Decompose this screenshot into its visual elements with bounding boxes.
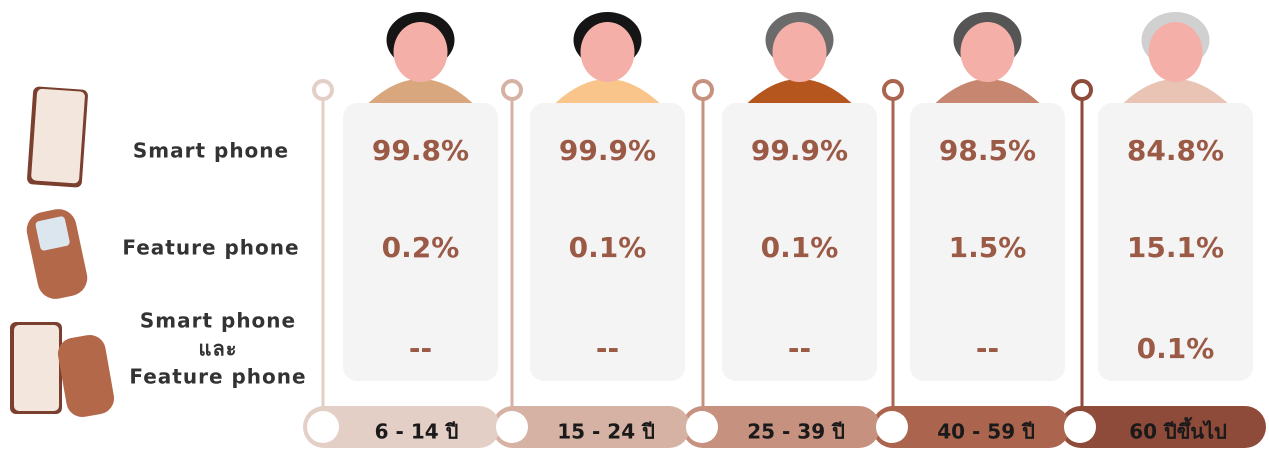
age-circle [307,411,339,443]
person-face [581,22,635,82]
cell-value: 15.1% [1127,231,1224,264]
age-circle [876,411,908,443]
cell-value: 0.1% [569,231,647,264]
age-label: 40 - 59 ปี [937,420,1035,444]
cell-value: 0.2% [382,231,460,264]
row-label: Feature phone [122,236,299,260]
cell-value: 84.8% [1127,134,1224,167]
cell-value: 99.8% [372,134,469,167]
cell-value: -- [788,332,811,365]
feature-phone-screen [35,216,71,252]
cell-value: 0.1% [761,231,839,264]
age-label: 60 ปีขึ้นไป [1129,417,1227,444]
cell-value: 98.5% [939,134,1036,167]
cell-value: 0.1% [1137,332,1215,365]
column-dot [694,81,712,99]
person-body [936,79,1040,103]
column-dot [503,81,521,99]
cell-value: -- [596,332,619,365]
cell-value: 1.5% [949,231,1027,264]
person-face [1149,22,1203,82]
age-label: 15 - 24 ปี [557,420,655,444]
row-label: และ [199,337,238,361]
cell-value: 99.9% [559,134,656,167]
column-dot [884,81,902,99]
phone-icons [10,86,117,419]
person-body [369,79,473,103]
cell-value: -- [976,332,999,365]
row-label: Smart phone [140,309,296,333]
infographic: 6 - 14 ปี 15 - 24 ปี 25 - 39 ปี 40 - 59 ปี 6… [0,0,1269,450]
age-circle [1064,411,1096,443]
person-face [773,22,827,82]
person-face [961,22,1015,82]
age-label: 6 - 14 ปี [375,420,459,444]
person-face [394,22,448,82]
row-label: Feature phone [129,365,306,389]
row-label: Smart phone [133,139,289,163]
cell-value: -- [409,332,432,365]
person-body [556,79,660,103]
age-label: 25 - 39 ปี [747,420,845,444]
smartphone-screen [14,325,59,411]
person-body [1124,79,1228,103]
age-circle [686,411,718,443]
cell-value: 99.9% [751,134,848,167]
feature-phone-icon [55,332,116,419]
person-body [748,79,852,103]
age-circle [496,411,528,443]
column-dot [314,81,332,99]
column-dot [1073,81,1091,99]
smartphone-screen [31,89,85,184]
